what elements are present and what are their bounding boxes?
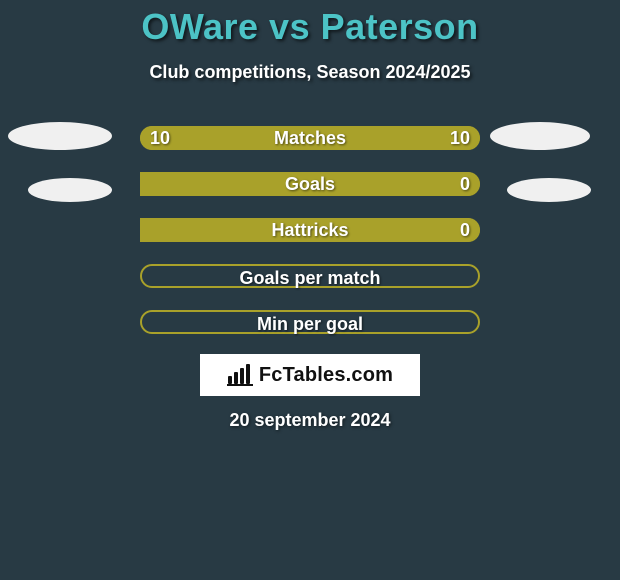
date-line: 20 september 2024 xyxy=(0,410,620,431)
stat-bar-value-right: 0 xyxy=(460,172,470,196)
stat-bar-value-left: 10 xyxy=(150,126,170,150)
stat-bar-label: Min per goal xyxy=(142,312,478,336)
page-title: OWare vs Paterson xyxy=(0,6,620,48)
stat-bar: Goals0 xyxy=(140,172,480,196)
stat-bar: Goals per match xyxy=(140,264,480,288)
decorative-ellipse xyxy=(28,178,112,202)
stat-bar-label: Hattricks xyxy=(140,218,480,242)
stat-bar: Matches10 10 xyxy=(140,126,480,150)
logo-text: FcTables.com xyxy=(259,364,393,387)
decorative-ellipse xyxy=(490,122,590,150)
stat-bar-label: Goals per match xyxy=(142,266,478,290)
bar-chart-icon xyxy=(227,364,255,386)
stat-bar-label: Goals xyxy=(140,172,480,196)
stat-bar-value-right: 10 xyxy=(450,126,470,150)
logo-box: FcTables.com xyxy=(200,354,420,396)
infographic-stage: OWare vs Paterson Club competitions, Sea… xyxy=(0,0,620,580)
stat-bar-label: Matches xyxy=(140,126,480,150)
page-subtitle: Club competitions, Season 2024/2025 xyxy=(0,62,620,83)
stat-bar: Hattricks0 xyxy=(140,218,480,242)
decorative-ellipse xyxy=(8,122,112,150)
stat-bar: Min per goal xyxy=(140,310,480,334)
stat-bar-value-right: 0 xyxy=(460,218,470,242)
decorative-ellipse xyxy=(507,178,591,202)
